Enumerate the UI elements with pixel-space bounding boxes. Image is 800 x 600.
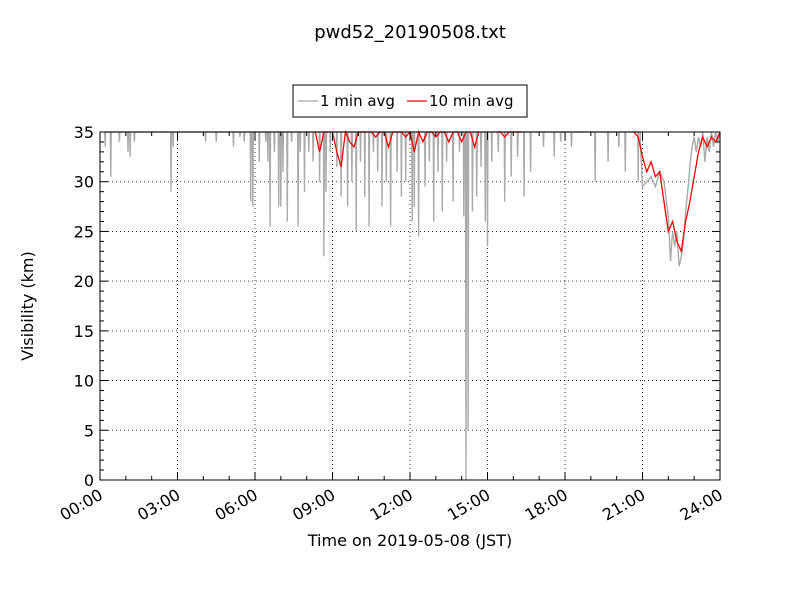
legend: 1 min avg 10 min avg	[292, 84, 528, 118]
y-tick-label: 10	[74, 372, 94, 391]
series-1min-avg-line	[104, 131, 721, 481]
legend-label-10min: 10 min avg	[429, 92, 514, 110]
grid	[100, 132, 720, 480]
y-tick-label: 0	[84, 471, 94, 490]
x-tick-label: 18:00	[522, 485, 571, 525]
y-axis-label: Visibility (km)	[18, 251, 37, 360]
y-tick-label: 25	[74, 222, 94, 241]
y-tick-label: 35	[74, 123, 94, 142]
x-tick-label: 06:00	[212, 485, 261, 525]
x-tick-label: 03:00	[134, 485, 183, 525]
plot-area: 00:00 03:00 06:00 09:00 12:00 15:00 18:00 21:00…	[57, 123, 726, 525]
y-tick-label: 15	[74, 322, 94, 341]
x-tick-label: 15:00	[444, 485, 493, 525]
x-tick-label: 24:00	[677, 485, 726, 525]
legend-label-1min: 1 min avg	[320, 92, 395, 110]
x-axis-label: Time on 2019-05-08 (JST)	[307, 531, 512, 550]
chart-title: pwd52_20190508.txt	[314, 22, 506, 43]
series-10min-avg-line	[633, 131, 721, 254]
x-tick-label: 09:00	[289, 485, 338, 525]
x-tick-label: 00:00	[57, 485, 106, 525]
tick-marks	[99, 131, 721, 481]
x-tick-label: 21:00	[599, 485, 648, 525]
y-tick-label: 30	[74, 173, 94, 192]
x-tick-label: 12:00	[367, 485, 416, 525]
y-tick-label: 5	[84, 421, 94, 440]
y-tick-label: 20	[74, 272, 94, 291]
